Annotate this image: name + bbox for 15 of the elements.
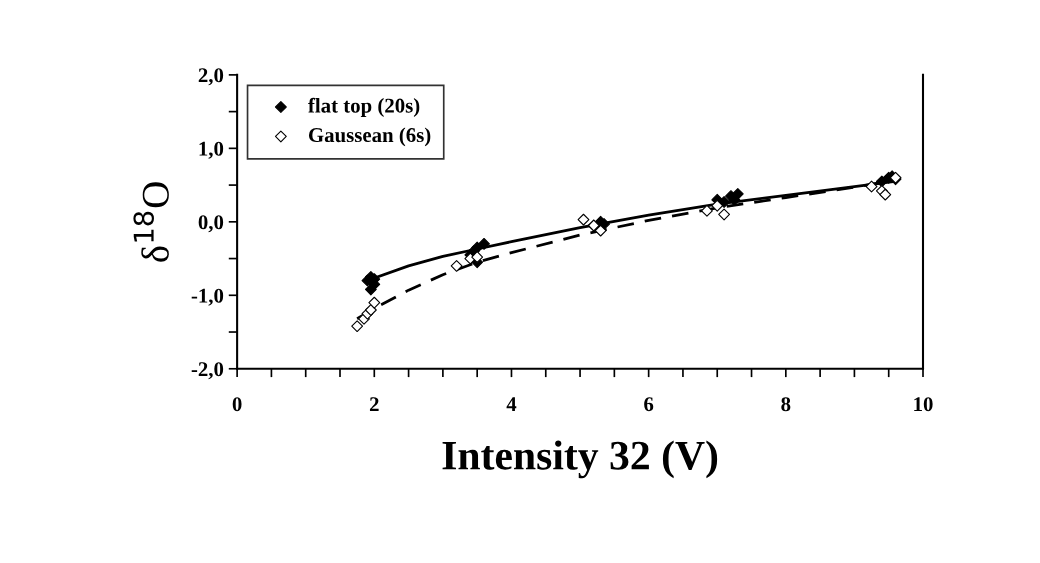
x-tick-label: 4 — [506, 397, 517, 411]
y-tick-label: 1,0 — [199, 141, 224, 159]
x-tick-label: 2 — [369, 397, 379, 411]
y-tick-label: -1,0 — [191, 288, 224, 306]
y-axis-title: δ$^{18}$O — [133, 182, 169, 262]
x-tick-label: 10 — [914, 397, 933, 412]
x-tick-label: 6 — [644, 397, 654, 412]
legend-label: flat top (20s) — [308, 97, 420, 117]
y-tick-label: -2,0 — [191, 362, 224, 380]
y-tick-label: 2,0 — [198, 68, 224, 86]
x-tick-label: 8 — [781, 397, 791, 412]
legend-label: Gaussean (6s) — [308, 127, 431, 147]
x-tick-label: 0 — [232, 397, 242, 412]
y-tick-label: 0,0 — [198, 215, 224, 233]
x-axis-title: Intensity 32 (V) — [442, 440, 718, 479]
